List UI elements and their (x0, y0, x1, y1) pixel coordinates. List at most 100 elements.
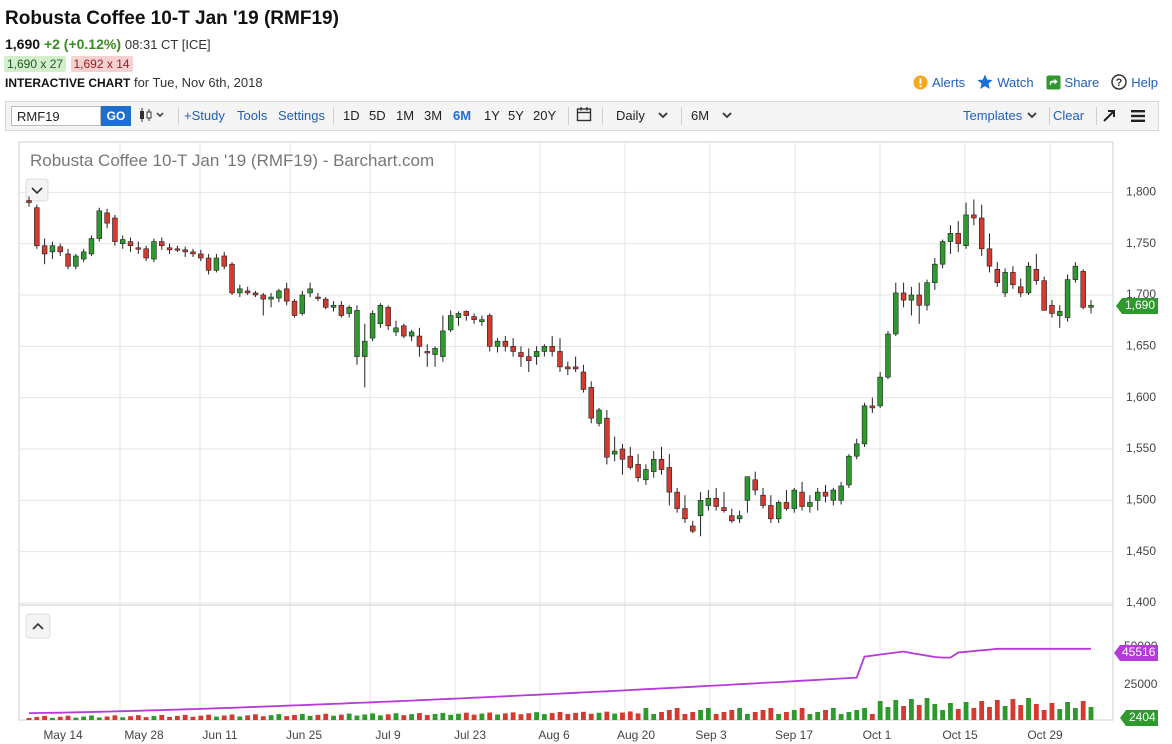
share-button[interactable]: Share (1046, 74, 1100, 90)
volume-bar (151, 716, 157, 720)
volume-bar (674, 708, 680, 720)
candle-body (494, 340, 501, 347)
bid-badge: 1,690 x 27 (4, 56, 67, 72)
range-20y[interactable]: 20Y (533, 108, 557, 123)
oi-flag: 45516 (1114, 645, 1158, 661)
volume-bar (57, 716, 63, 720)
volume-bar (346, 713, 352, 720)
volume-bar (260, 716, 266, 720)
candle-body (57, 246, 63, 253)
candle-body (721, 507, 727, 511)
calendar-icon (576, 107, 592, 122)
candle-body (744, 476, 751, 501)
volume-bar (401, 715, 407, 720)
candlestick-icon (140, 108, 164, 122)
volume-bar (143, 717, 149, 720)
candle-body (119, 239, 126, 244)
candle-body (916, 294, 922, 306)
candle-body (729, 515, 735, 522)
share-label: Share (1064, 74, 1100, 90)
candle-body (783, 502, 790, 509)
candle-body (822, 491, 829, 497)
range-1m[interactable]: 1M (396, 108, 415, 123)
candle-body (1002, 272, 1008, 294)
volume-bar (1057, 709, 1063, 720)
candle-body (830, 489, 837, 501)
chart-type-button[interactable] (138, 106, 168, 127)
range-6m[interactable]: 6M (453, 108, 472, 123)
volume-bar (940, 710, 946, 720)
candle-body (565, 366, 571, 370)
volume-bar (237, 716, 243, 720)
candle-body (947, 233, 954, 242)
candle-body (182, 249, 188, 253)
divider (1096, 107, 1097, 125)
interval-select[interactable]: Daily (616, 108, 669, 123)
alerts-button[interactable]: Alerts (913, 75, 965, 90)
volume-bar (1026, 698, 1031, 720)
candle-body (151, 241, 157, 260)
settings-button[interactable]: Settings (278, 108, 325, 123)
candle-body (416, 335, 423, 347)
volume-bar (338, 714, 344, 720)
volume-bar (1072, 708, 1078, 720)
candle-body (369, 313, 376, 339)
oi-flag-label: 45516 (1122, 645, 1156, 659)
range-5d[interactable]: 5D (369, 108, 386, 123)
candle-body (533, 351, 540, 357)
chart-watermark-title: Robusta Coffee 10-T Jan '19 (RMF19) - Ba… (30, 151, 434, 170)
candle-body (1088, 304, 1094, 308)
expand-button[interactable] (1102, 109, 1116, 126)
candle-body (955, 233, 961, 244)
candle-body (80, 251, 87, 260)
date-tick: Jun 25 (286, 728, 322, 742)
candle-body (385, 307, 391, 327)
volume-bar (377, 715, 383, 720)
candle-body (486, 315, 493, 347)
symbol-input[interactable]: RMF19 (11, 106, 101, 126)
candle-body (26, 200, 32, 203)
candle-body (799, 491, 805, 507)
volume-bar (26, 718, 32, 720)
collapse-price-pane-button[interactable] (25, 178, 49, 202)
candle-body (869, 405, 876, 409)
date-axis: May 14 May 28 Jun 11 Jun 25 Jul 9 Jul 23… (43, 728, 1063, 742)
candle-body (1041, 280, 1047, 311)
volume-bar (159, 715, 165, 720)
divider (681, 107, 682, 125)
candle-body (814, 491, 821, 501)
menu-button[interactable] (1130, 109, 1146, 126)
grid (19, 142, 1113, 720)
collapse-volume-pane-button[interactable] (25, 613, 51, 639)
go-button[interactable]: GO (101, 106, 131, 126)
candle-body (611, 450, 618, 455)
candle-body (588, 387, 594, 419)
watch-button[interactable]: Watch (977, 74, 1034, 90)
study-button[interactable]: +Study (184, 108, 225, 123)
candle-body (393, 327, 399, 333)
candle-body (518, 352, 524, 357)
candle-body (768, 505, 774, 520)
price-axis: 1,800 1,750 1,700 1,650 1,600 1,550 1,50… (1126, 184, 1156, 609)
templates-button[interactable]: Templates (963, 108, 1038, 123)
candle-body (143, 248, 149, 259)
clear-button[interactable]: Clear (1053, 108, 1085, 123)
range-1y[interactable]: 1Y (484, 108, 500, 123)
tools-button[interactable]: Tools (237, 108, 268, 123)
date-range-button[interactable] (576, 106, 592, 125)
range-3m[interactable]: 3M (424, 108, 443, 123)
volume-bar (557, 712, 563, 720)
volume-bar (65, 715, 71, 720)
volume-bar (1033, 704, 1039, 720)
volume-bar (526, 713, 532, 720)
volume-bar (963, 702, 969, 720)
candle-body (166, 247, 173, 251)
volume-bar (987, 707, 992, 720)
help-button[interactable]: ? Help (1111, 74, 1158, 90)
range-5y[interactable]: 5Y (508, 108, 524, 123)
volume-bar (807, 714, 813, 720)
period-select[interactable]: 6M (691, 108, 733, 123)
last-price: 1,690 (5, 36, 41, 52)
range-1d[interactable]: 1D (343, 108, 360, 123)
